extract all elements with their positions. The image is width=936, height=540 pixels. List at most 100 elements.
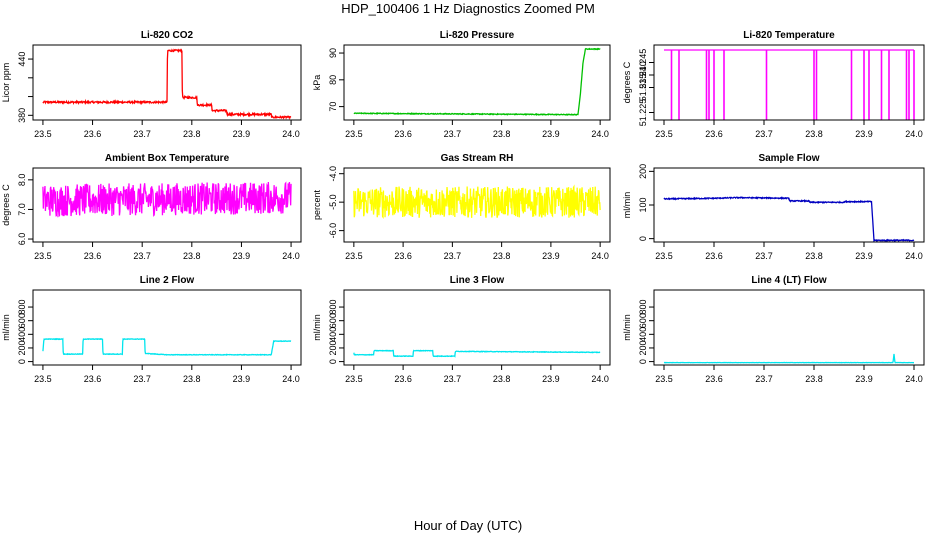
y-tick-label: 0 xyxy=(638,359,648,364)
series-line xyxy=(353,349,601,358)
plot-frame xyxy=(653,44,925,121)
y-tick-label: 51.240 xyxy=(638,61,648,89)
panel-6: Sample Flow 23.5 23.6 23.7 23.8 23.9 24.0 0 100 2… xyxy=(622,153,925,261)
series-line xyxy=(42,181,292,218)
y-axis-label: ml/min xyxy=(1,314,11,341)
y-tick-label: 0 xyxy=(17,359,27,364)
series-line xyxy=(663,196,915,242)
x-tick-label: 23.6 xyxy=(705,374,723,384)
x-tick-label: 23.8 xyxy=(805,129,823,139)
y-tick-label: 100 xyxy=(638,197,648,212)
x-tick-label: 24.0 xyxy=(282,129,300,139)
x-tick-label: 24.0 xyxy=(591,251,609,261)
y-tick-label: 600 xyxy=(328,313,338,328)
x-tick-label: 23.9 xyxy=(233,251,251,261)
x-tick-label: 23.8 xyxy=(493,251,511,261)
x-tick-label: 23.8 xyxy=(493,374,511,384)
x-tick-label: 24.0 xyxy=(905,374,923,384)
x-tick-label: 23.6 xyxy=(394,374,412,384)
x-tick-label: 23.5 xyxy=(655,251,673,261)
x-tick-label: 23.6 xyxy=(84,251,102,261)
y-tick-label: 80 xyxy=(328,75,338,85)
y-axis-label: ml/min xyxy=(312,314,322,341)
x-tick-label: 24.0 xyxy=(591,374,609,384)
x-tick-label: 23.6 xyxy=(84,374,102,384)
x-tick-label: 23.9 xyxy=(233,374,251,384)
series-line xyxy=(663,353,915,364)
series-line xyxy=(353,47,601,117)
y-tick-label: -5.0 xyxy=(328,194,338,210)
x-tick-label: 23.9 xyxy=(855,374,873,384)
y-tick-label: 7.0 xyxy=(17,203,27,216)
plot-frame xyxy=(343,167,611,243)
y-tick-label: 51.235 xyxy=(638,74,648,102)
x-tick-label: 23.9 xyxy=(233,129,251,139)
x-tick-label: 23.8 xyxy=(493,129,511,139)
panel-title: Li-820 Temperature xyxy=(743,30,835,41)
plot-frame xyxy=(32,289,302,366)
y-axis-label: Licor ppm xyxy=(1,63,11,103)
y-tick-label: 0 xyxy=(328,359,338,364)
panel-5: Gas Stream RH 23.5 23.6 23.7 23.8 23.9 24.0 -6.… xyxy=(312,153,611,261)
y-tick-label: 800 xyxy=(638,300,648,315)
panel-title: Li-820 CO2 xyxy=(141,30,194,41)
x-tick-label: 24.0 xyxy=(591,129,609,139)
x-tick-label: 23.5 xyxy=(34,251,52,261)
x-tick-label: 23.5 xyxy=(655,129,673,139)
panel-4: Ambient Box Temperature 23.5 23.6 23.7 23.8 2… xyxy=(1,153,302,261)
y-axis-label: percent xyxy=(312,189,322,220)
x-tick-label: 23.9 xyxy=(542,374,560,384)
x-tick-label: 23.6 xyxy=(394,129,412,139)
y-axis-label: ml/min xyxy=(622,314,632,341)
figure-title: HDP_100406 1 Hz Diagnostics Zoomed PM xyxy=(341,1,595,16)
y-tick-label: 51.245 xyxy=(638,49,648,77)
y-tick-label: 90 xyxy=(328,48,338,58)
series-line xyxy=(42,337,292,357)
y-tick-label: 600 xyxy=(17,313,27,328)
plot-frame xyxy=(32,44,302,121)
x-tick-label: 23.6 xyxy=(84,129,102,139)
x-tick-label: 23.7 xyxy=(133,374,151,384)
x-tick-label: 23.5 xyxy=(345,129,363,139)
x-tick-label: 24.0 xyxy=(282,251,300,261)
plot-frame xyxy=(343,289,611,366)
x-tick-label: 23.9 xyxy=(542,129,560,139)
x-tick-label: 23.6 xyxy=(705,251,723,261)
x-tick-label: 23.9 xyxy=(855,129,873,139)
x-axis-label: Hour of Day (UTC) xyxy=(413,518,523,533)
x-tick-label: 23.9 xyxy=(542,251,560,261)
x-tick-label: 23.6 xyxy=(394,251,412,261)
plot-frame xyxy=(343,44,611,121)
panel-3: Li-820 Temperature 23.5 23.6 23.7 23.8 23.9 24… xyxy=(622,30,925,139)
y-tick-label: 8.0 xyxy=(17,174,27,187)
x-tick-label: 23.8 xyxy=(183,374,201,384)
y-tick-label: 600 xyxy=(638,313,648,328)
x-tick-label: 23.7 xyxy=(444,129,462,139)
plot-frame xyxy=(32,167,302,243)
panel-2: Li-820 Pressure 23.5 23.6 23.7 23.8 23.9 24.0 7… xyxy=(312,30,611,139)
y-tick-label: -6.0 xyxy=(328,223,338,239)
y-axis-label: kPa xyxy=(312,75,322,91)
panel-title: Gas Stream RH xyxy=(441,153,514,164)
x-tick-label: 23.6 xyxy=(705,129,723,139)
y-axis-label: degrees C xyxy=(622,61,632,103)
x-tick-label: 23.5 xyxy=(34,129,52,139)
y-axis-label: ml/min xyxy=(622,192,632,219)
y-axis-label: degrees C xyxy=(1,184,11,226)
panel-7: Line 2 Flow 23.5 23.6 23.7 23.8 23.9 24.0 0 2004… xyxy=(1,275,302,384)
plot-frame xyxy=(653,167,925,243)
x-tick-label: 23.5 xyxy=(655,374,673,384)
x-tick-label: 23.8 xyxy=(183,251,201,261)
panel-title: Sample Flow xyxy=(758,153,819,164)
panel-1: Li-820 CO2 23.5 23.6 23.7 23.8 23.9 24.0 380 440… xyxy=(1,30,302,139)
y-tick-label: -4.0 xyxy=(328,166,338,182)
x-tick-label: 24.0 xyxy=(905,129,923,139)
y-tick-label: 200 xyxy=(17,340,27,355)
x-tick-label: 23.7 xyxy=(755,374,773,384)
y-tick-label: 6.0 xyxy=(17,233,27,246)
panel-title: Line 4 (LT) Flow xyxy=(751,275,827,286)
y-tick-label: 70 xyxy=(328,102,338,112)
series-line xyxy=(42,48,292,120)
